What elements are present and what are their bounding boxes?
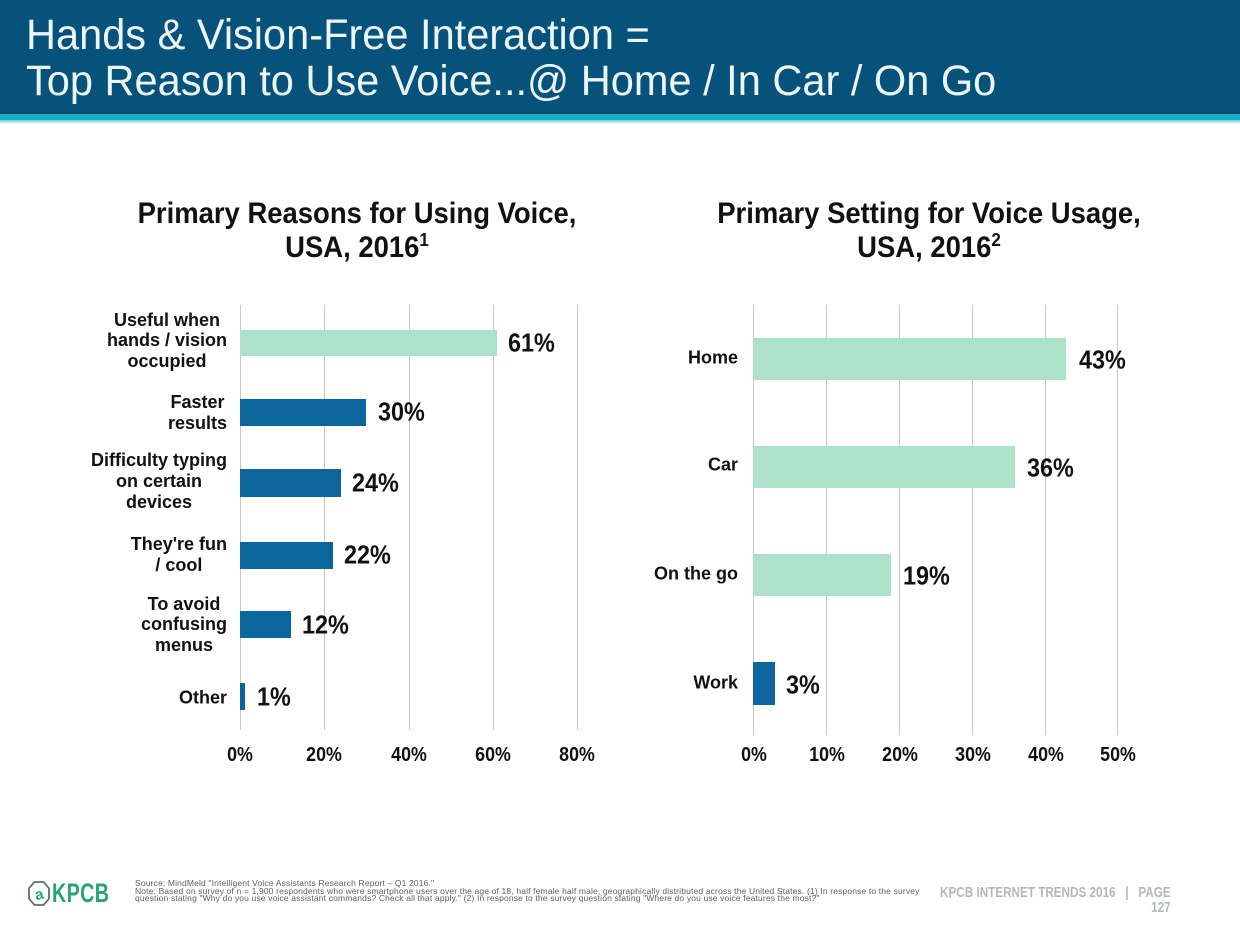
svg-text:a: a xyxy=(33,886,46,905)
